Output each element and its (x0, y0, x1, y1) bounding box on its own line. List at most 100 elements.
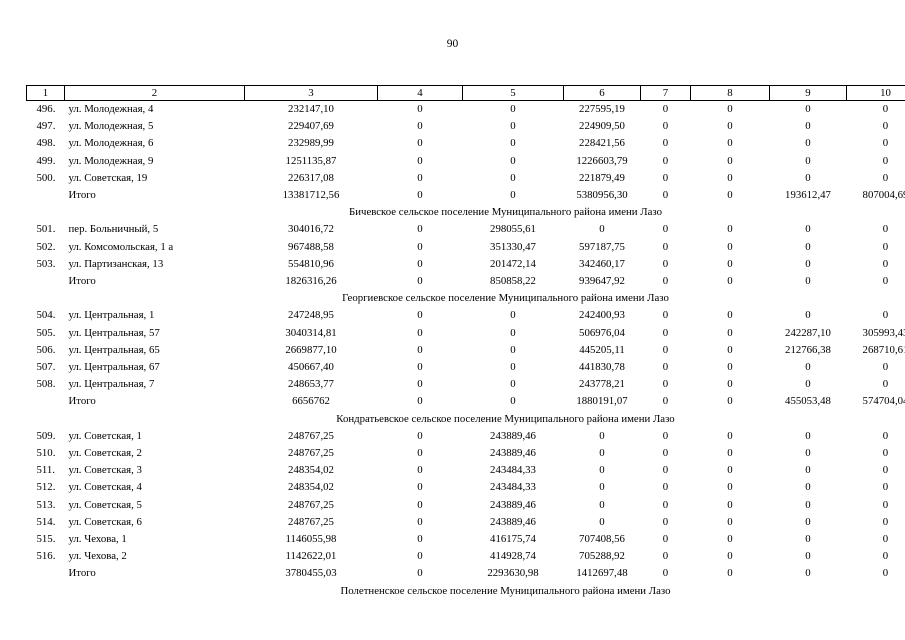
value-cell: 0 (805, 309, 811, 322)
table-row: 504. ул. Центральная, 1 247248,95 0 0 242400,… (27, 307, 905, 324)
row-number: 508. (36, 378, 56, 391)
value-cell: 506976,04 (579, 326, 625, 339)
value-cell: 243484,33 (490, 481, 536, 494)
value-cell: 0 (727, 103, 733, 115)
value-cell: 445205,11 (579, 343, 625, 356)
table-row: 499. ул. Молодежная, 9 1251135,87 0 0 1226603… (27, 153, 905, 170)
total-row: Итого 3780455,03 0 2293630,98 1412697,48 0 0 0 0 (27, 565, 905, 582)
total-row: Итого 13381712,56 0 0 5380956,30 0 0 193612,47 8… (27, 187, 905, 204)
value-cell: 707408,56 (579, 533, 625, 546)
value-cell: 228421,56 (579, 137, 625, 150)
value-cell: 242400,93 (579, 309, 625, 322)
value-cell: 0 (599, 447, 605, 460)
value-cell: 0 (805, 567, 811, 580)
value-cell: 0 (727, 533, 733, 546)
table-row: 509. ул. Советская, 1 248767,25 0 243889,46 0… (27, 428, 905, 445)
value-cell: 0 (417, 464, 423, 477)
value-cell: 0 (417, 120, 423, 133)
table-row: 503. ул. Партизанская, 13 554810,96 0 201472… (27, 256, 905, 273)
value-cell: 0 (882, 103, 889, 115)
value-cell: 0 (662, 171, 669, 184)
header-cell: 4 (377, 85, 463, 101)
address-cell: ул. Комсомольская, 1 а (68, 240, 174, 253)
value-cell: 0 (727, 223, 733, 236)
section-title: Георгиевское сельское поселение Муниципа… (342, 292, 669, 305)
value-cell: 0 (417, 154, 423, 167)
value-cell: 0 (417, 189, 423, 202)
value-cell: 0 (662, 498, 669, 511)
value-cell: 0 (805, 154, 811, 167)
value-cell: 1251135,87 (285, 154, 337, 167)
value-cell: 0 (805, 447, 811, 460)
value-cell: 0 (805, 429, 811, 442)
value-cell: 5380956,30 (576, 189, 628, 202)
value-cell: 414928,74 (490, 550, 536, 563)
address-cell: ул. Молодежная, 9 (68, 154, 154, 167)
value-cell: 0 (727, 309, 733, 322)
header-cell: 2 (64, 85, 245, 101)
value-cell: 0 (882, 309, 889, 322)
value-cell: 0 (882, 378, 889, 391)
row-number (27, 393, 65, 410)
value-cell: 0 (417, 171, 423, 184)
value-cell: 0 (882, 171, 889, 184)
value-cell: 243889,46 (490, 429, 536, 442)
table-header: 1 2 3 4 5 6 7 8 9 10 (26, 85, 905, 101)
row-number: 507. (36, 361, 56, 374)
value-cell: 243889,46 (490, 515, 536, 528)
value-cell: 0 (882, 464, 889, 477)
value-cell: 0 (805, 257, 811, 270)
value-cell: 0 (417, 240, 423, 253)
value-cell: 0 (510, 189, 516, 202)
value-cell: 227595,19 (579, 103, 625, 115)
value-cell: 0 (727, 550, 733, 563)
value-cell: 0 (727, 189, 733, 202)
value-cell: 939647,92 (579, 275, 625, 288)
value-cell: 232147,10 (288, 103, 334, 115)
value-cell: 243778,21 (579, 378, 625, 391)
value-cell: 597187,75 (579, 240, 625, 253)
header-cell: 3 (244, 85, 378, 101)
value-cell: 0 (882, 154, 889, 167)
total-label: Итого (68, 567, 96, 580)
value-cell: 2669877,10 (285, 343, 337, 356)
value-cell: 0 (417, 447, 423, 460)
value-cell: 243889,46 (490, 498, 536, 511)
value-cell: 0 (417, 257, 423, 270)
table-row: 514. ул. Советская, 6 248767,25 0 243889,46 0… (27, 514, 905, 531)
value-cell: 6656762 (292, 395, 330, 408)
value-cell: 193612,47 (785, 189, 831, 202)
address-cell: ул. Центральная, 57 (68, 326, 160, 339)
value-cell: 0 (510, 326, 516, 339)
value-cell: 0 (662, 240, 669, 253)
value-cell: 268710,61 (862, 343, 905, 356)
value-cell: 0 (805, 464, 811, 477)
address-cell: ул. Чехова, 2 (68, 550, 127, 563)
value-cell: 0 (417, 326, 423, 339)
value-cell: 0 (727, 567, 733, 580)
address-cell: ул. Молодежная, 4 (68, 103, 154, 115)
value-cell: 0 (662, 447, 669, 460)
value-cell: 248653,77 (288, 378, 334, 391)
value-cell: 0 (882, 429, 889, 442)
table-body: 496. ул. Молодежная, 4 232147,10 0 0 227595,1… (27, 101, 905, 600)
data-table: 1 2 3 4 5 6 7 8 9 10 496. ул. Молодежная, 4 232147,… (26, 85, 905, 600)
table-row: 498. ул. Молодежная, 6 232989,99 0 0 228421,5… (27, 135, 905, 152)
value-cell: 1826316,26 (285, 275, 337, 288)
section-heading-row: Георгиевское сельское поселение Муниципа… (27, 290, 905, 307)
address-cell: ул. Советская, 5 (68, 498, 142, 511)
address-cell: ул. Советская, 19 (68, 171, 148, 184)
value-cell: 0 (510, 120, 516, 133)
section-title: Полетненское сельское поселение Муниципа… (340, 584, 671, 597)
value-cell: 0 (510, 378, 516, 391)
row-number (27, 187, 65, 204)
value-cell: 0 (662, 120, 669, 133)
header-cell: 8 (690, 85, 770, 101)
row-number: 516. (36, 550, 56, 563)
value-cell: 0 (882, 515, 889, 528)
value-cell: 351330,47 (490, 240, 536, 253)
table-row: 513. ул. Советская, 5 248767,25 0 243889,46 0… (27, 497, 905, 514)
value-cell: 243889,46 (490, 447, 536, 460)
value-cell: 0 (599, 481, 605, 494)
value-cell: 0 (599, 464, 605, 477)
